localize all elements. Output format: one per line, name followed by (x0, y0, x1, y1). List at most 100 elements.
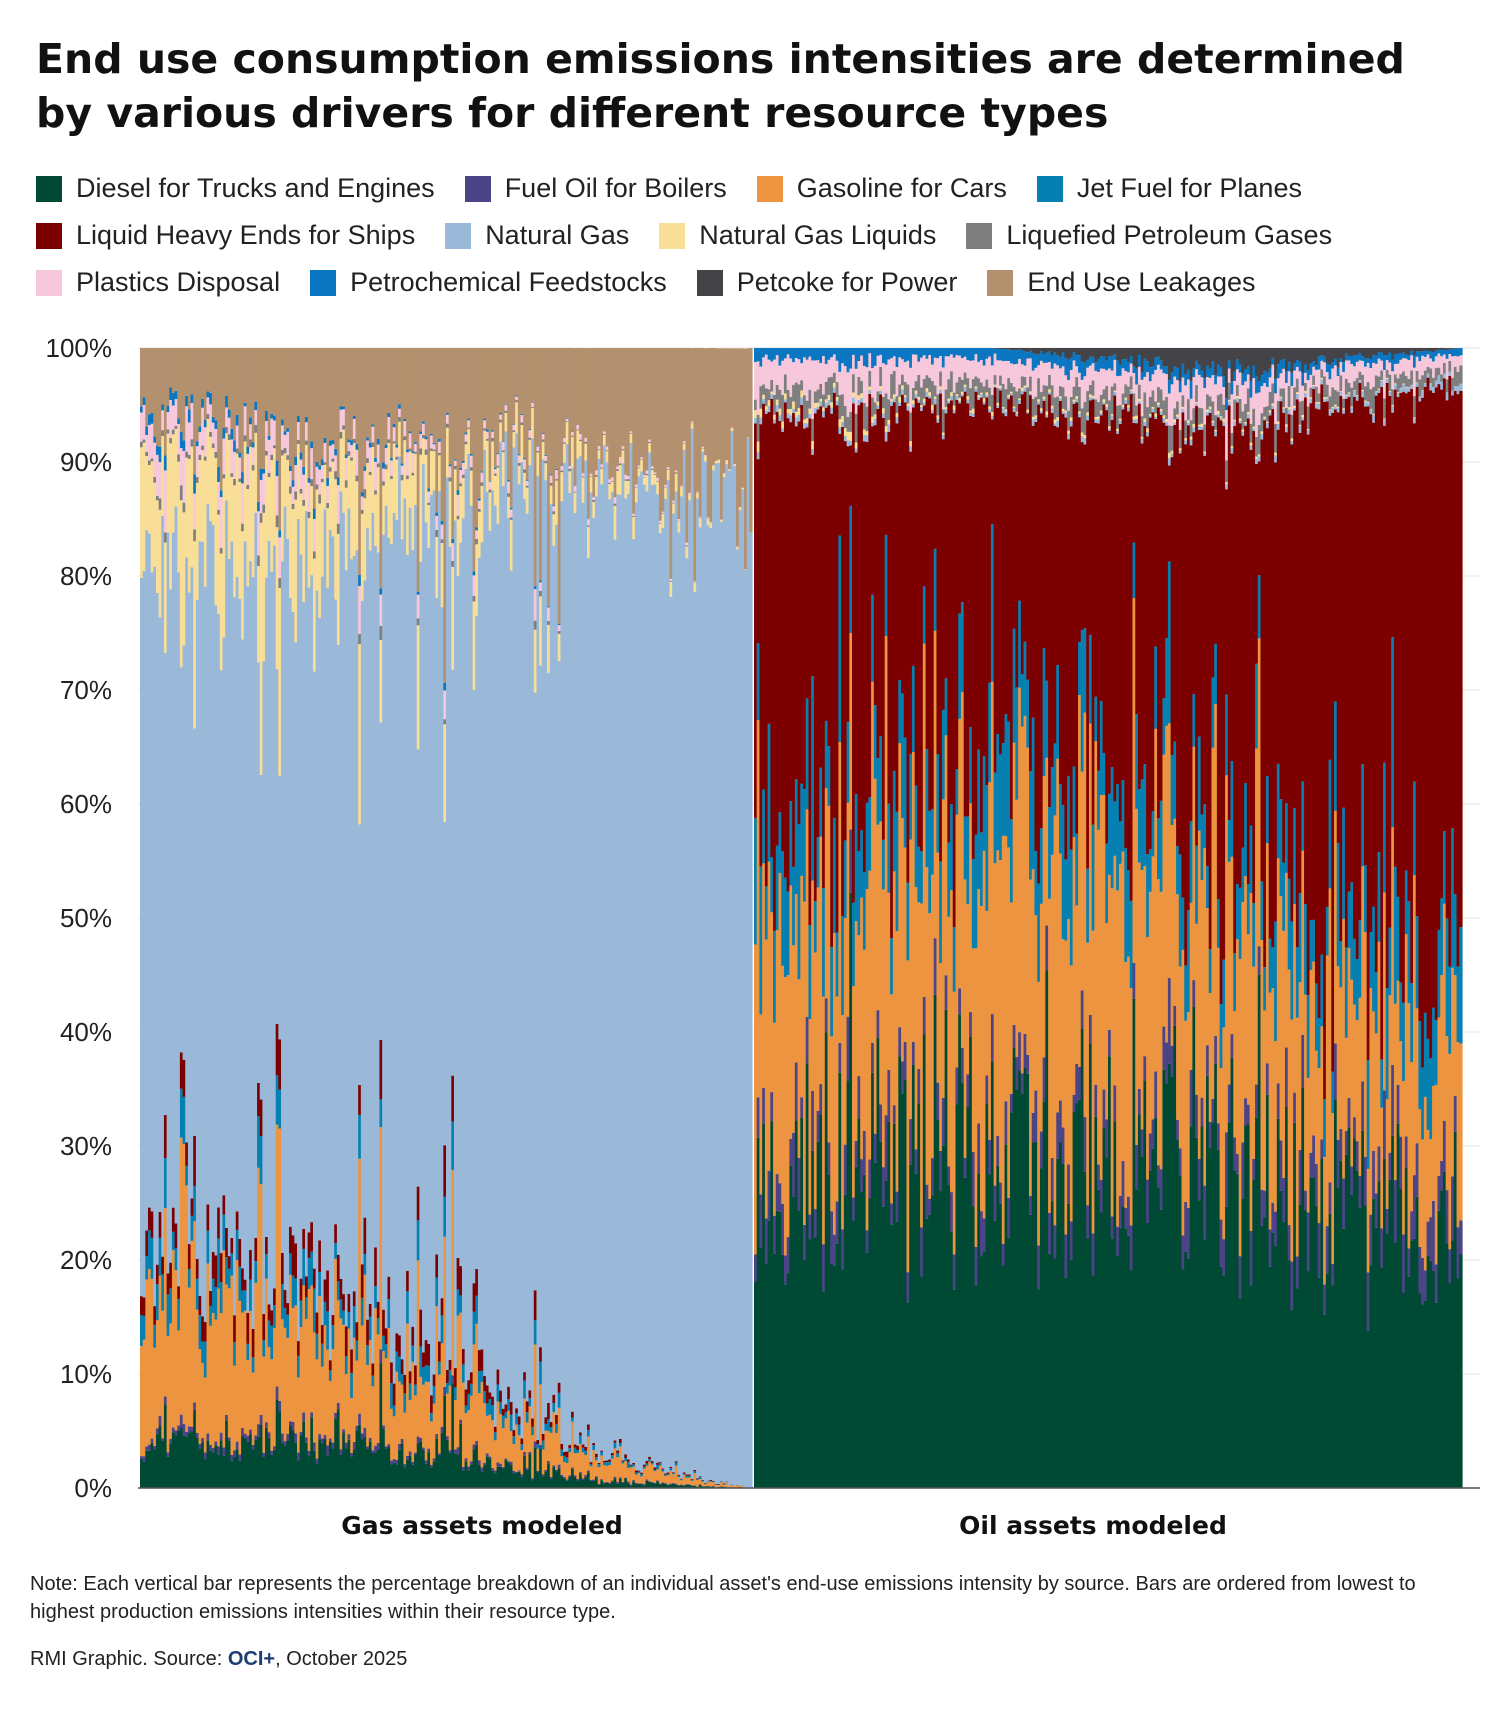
bar-segment (1203, 453, 1207, 456)
bar-segment (1200, 370, 1204, 378)
bar-segment (884, 1180, 889, 1488)
bar-segment (1020, 350, 1025, 365)
bar-segment (281, 1284, 285, 1320)
bar-segment (584, 437, 588, 442)
bar-segment (1140, 779, 1144, 871)
bar-segment (849, 505, 853, 634)
bar-segment (1069, 348, 1074, 358)
bar-segment (1200, 429, 1204, 815)
bar-segment (453, 1368, 458, 1387)
bar-segment (573, 486, 577, 492)
asset-bar (626, 348, 631, 1488)
bar-segment (602, 434, 607, 446)
asset-bar (1039, 348, 1044, 1488)
bar-segment (145, 426, 149, 436)
bar-segment (238, 1460, 242, 1488)
asset-bar (1257, 348, 1262, 1488)
bar-segment (1083, 348, 1087, 363)
bar-segment (977, 397, 981, 400)
bar-segment (1285, 371, 1289, 383)
bar-segment (985, 785, 989, 911)
bar-segment (185, 1142, 189, 1166)
bar-segment (1045, 417, 1049, 681)
bar-segment (1127, 411, 1131, 871)
bar-segment (756, 361, 761, 415)
asset-bar (177, 348, 181, 1488)
bar-segment (1235, 348, 1240, 360)
bar-segment (195, 1309, 200, 1433)
bar-segment (947, 1185, 951, 1488)
bar-segment (211, 422, 216, 444)
legend-item-leakages: End Use Leakages (987, 267, 1255, 298)
bar-segment (424, 348, 428, 437)
bar-segment (294, 499, 298, 643)
bar-segment (1167, 458, 1172, 466)
bar-segment (201, 541, 205, 1317)
bar-segment (640, 1484, 644, 1488)
bar-segment (936, 415, 940, 419)
bar-segment (1255, 393, 1259, 437)
bar-segment (616, 1483, 620, 1488)
asset-bar (589, 348, 593, 1488)
bar-segment (813, 348, 818, 361)
bar-segment (626, 1481, 631, 1484)
bar-segment (680, 348, 684, 486)
asset-bar (1018, 348, 1022, 1488)
bar-segment (352, 348, 357, 416)
bar-segment (1167, 452, 1172, 459)
bar-segment (661, 348, 665, 512)
bar-segment (243, 1290, 248, 1311)
bar-segment (472, 1311, 476, 1345)
bar-segment (1105, 843, 1109, 924)
bar-segment (920, 357, 924, 388)
bar-segment (906, 1272, 910, 1303)
bar-segment (873, 414, 878, 419)
bar-segment (980, 359, 984, 383)
bar-segment (1080, 348, 1085, 362)
bar-segment (1184, 965, 1188, 1021)
bar-segment (246, 1435, 250, 1442)
bar-segment (488, 481, 492, 490)
bar-segment (387, 417, 391, 440)
bar-segment (898, 1027, 902, 1057)
bar-segment (432, 449, 436, 452)
bar-segment (1143, 358, 1147, 377)
bar-segment (368, 475, 373, 551)
bar-segment (528, 465, 532, 1391)
bar-segment (1127, 386, 1131, 406)
bar-segment (267, 348, 271, 436)
bar-segment (1233, 399, 1237, 420)
bar-segment (520, 414, 524, 423)
bar-segment (469, 1461, 474, 1465)
asset-bar (275, 348, 279, 1488)
bar-segment (414, 504, 418, 1366)
bar-segment (414, 442, 418, 444)
bar-segment (794, 779, 799, 895)
bar-segment (344, 487, 349, 571)
bar-segment (536, 348, 540, 446)
bar-segment (1009, 902, 1014, 1094)
bar-segment (352, 1306, 357, 1338)
bar-segment (275, 669, 279, 1025)
bar-segment (302, 499, 306, 506)
bar-segment (379, 722, 383, 1041)
asset-bar (427, 348, 431, 1488)
bar-segment (379, 640, 383, 723)
bar-segment (722, 1484, 726, 1487)
bar-segment (1225, 410, 1229, 461)
bar-segment (185, 1436, 189, 1488)
bar-segment (789, 408, 793, 416)
bar-segment (411, 472, 415, 476)
bar-segment (1124, 962, 1128, 1208)
bar-segment (541, 1440, 546, 1450)
bar-segment (813, 391, 818, 403)
bar-segment (925, 1218, 929, 1488)
asset-bar (873, 348, 878, 1488)
bar-segment (485, 1403, 490, 1416)
bar-segment (890, 1224, 894, 1488)
bar-segment (217, 1207, 221, 1239)
bar-segment (1026, 1073, 1030, 1488)
bar-segment (520, 1444, 524, 1451)
bar-segment (589, 1480, 593, 1488)
bar-segment (547, 621, 551, 625)
